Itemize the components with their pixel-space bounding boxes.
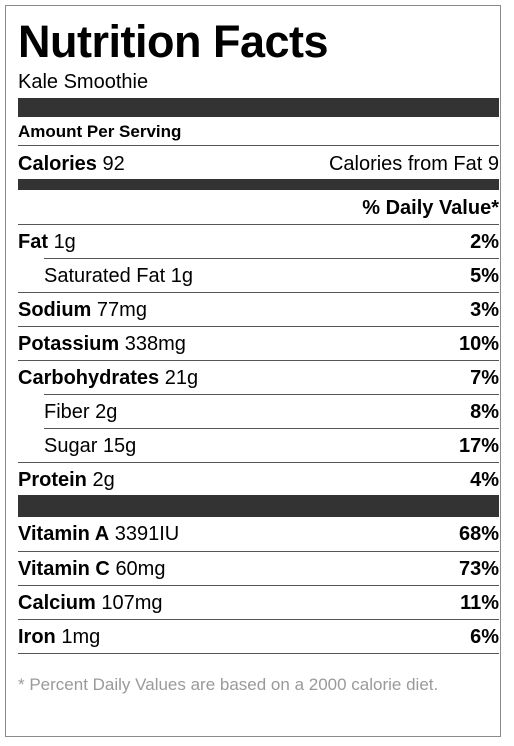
nutrient-label: Saturated Fat [44, 265, 166, 287]
vitamin-dv: 6% [470, 626, 499, 648]
vitamin-dv: 73% [458, 558, 499, 580]
nutrient-dv: 17% [458, 435, 499, 457]
vitamin-dv: 11% [460, 592, 499, 614]
divider [44, 394, 499, 395]
nutrient-amount: 338mg [124, 333, 186, 355]
vitamin-label: Vitamin C [18, 558, 110, 580]
amount-per-serving-heading: Amount Per Serving [18, 122, 182, 141]
nutrient-amount: 1g [170, 265, 193, 287]
calories-value: 92 [102, 153, 125, 175]
label-title: Nutrition Facts [18, 16, 329, 67]
nutrient-label: Sodium [18, 299, 92, 321]
vitamin-label: Iron [18, 626, 56, 648]
nutrient-dv: 5% [470, 265, 499, 287]
thick-divider [18, 98, 499, 117]
nutrient-dv: 2% [470, 231, 499, 253]
nutrient-amount: 77mg [96, 299, 147, 321]
nutrient-amount: 1g [53, 231, 76, 253]
footnote: * Percent Daily Values are based on a 20… [18, 675, 439, 694]
nutrient-amount: 21g [164, 367, 199, 389]
nutrient-label: Fat [18, 231, 48, 253]
medium-divider [18, 179, 499, 190]
nutrient-label: Fiber [44, 401, 90, 423]
calories-label: Calories [18, 153, 97, 175]
recipe-name: Kale Smoothie [18, 71, 149, 93]
nutrient-dv: 4% [470, 469, 499, 491]
nutrient-dv: 8% [470, 401, 499, 423]
thick-divider [18, 495, 499, 517]
nutrient-dv: 10% [458, 333, 499, 355]
nutrient-amount: 15g [102, 435, 137, 457]
divider [18, 360, 499, 361]
divider [44, 428, 499, 429]
vitamin-label: Calcium [18, 592, 96, 614]
divider [18, 653, 499, 654]
nutrient-label: Protein [18, 469, 87, 491]
nutrient-label: Carbohydrates [18, 367, 160, 389]
nutrient-amount: 2g [92, 469, 115, 491]
divider [44, 258, 499, 259]
calories-from-fat: Calories from Fat 9 [328, 153, 499, 175]
daily-value-header: % Daily Value* [362, 197, 499, 219]
vitamin-label: Vitamin A [18, 523, 110, 545]
divider [18, 619, 499, 620]
divider [18, 326, 499, 327]
vitamin-amount: 1mg [61, 626, 101, 648]
nutrient-amount: 2g [95, 401, 118, 423]
divider [18, 462, 499, 463]
vitamin-amount: 3391IU [114, 523, 180, 545]
nutrition-label: Nutrition Facts Kale Smoothie Amount Per… [5, 5, 501, 737]
nutrient-dv: 7% [470, 367, 499, 389]
nutrient-label: Potassium [18, 333, 120, 355]
vitamin-dv: 68% [458, 523, 499, 545]
divider [18, 224, 499, 225]
divider [18, 551, 499, 552]
vitamin-amount: 60mg [115, 558, 166, 580]
nutrient-label: Sugar [44, 435, 98, 457]
nutrient-dv: 3% [470, 299, 499, 321]
divider [18, 292, 499, 293]
divider [18, 145, 499, 146]
vitamin-amount: 107mg [101, 592, 163, 614]
divider [18, 585, 499, 586]
